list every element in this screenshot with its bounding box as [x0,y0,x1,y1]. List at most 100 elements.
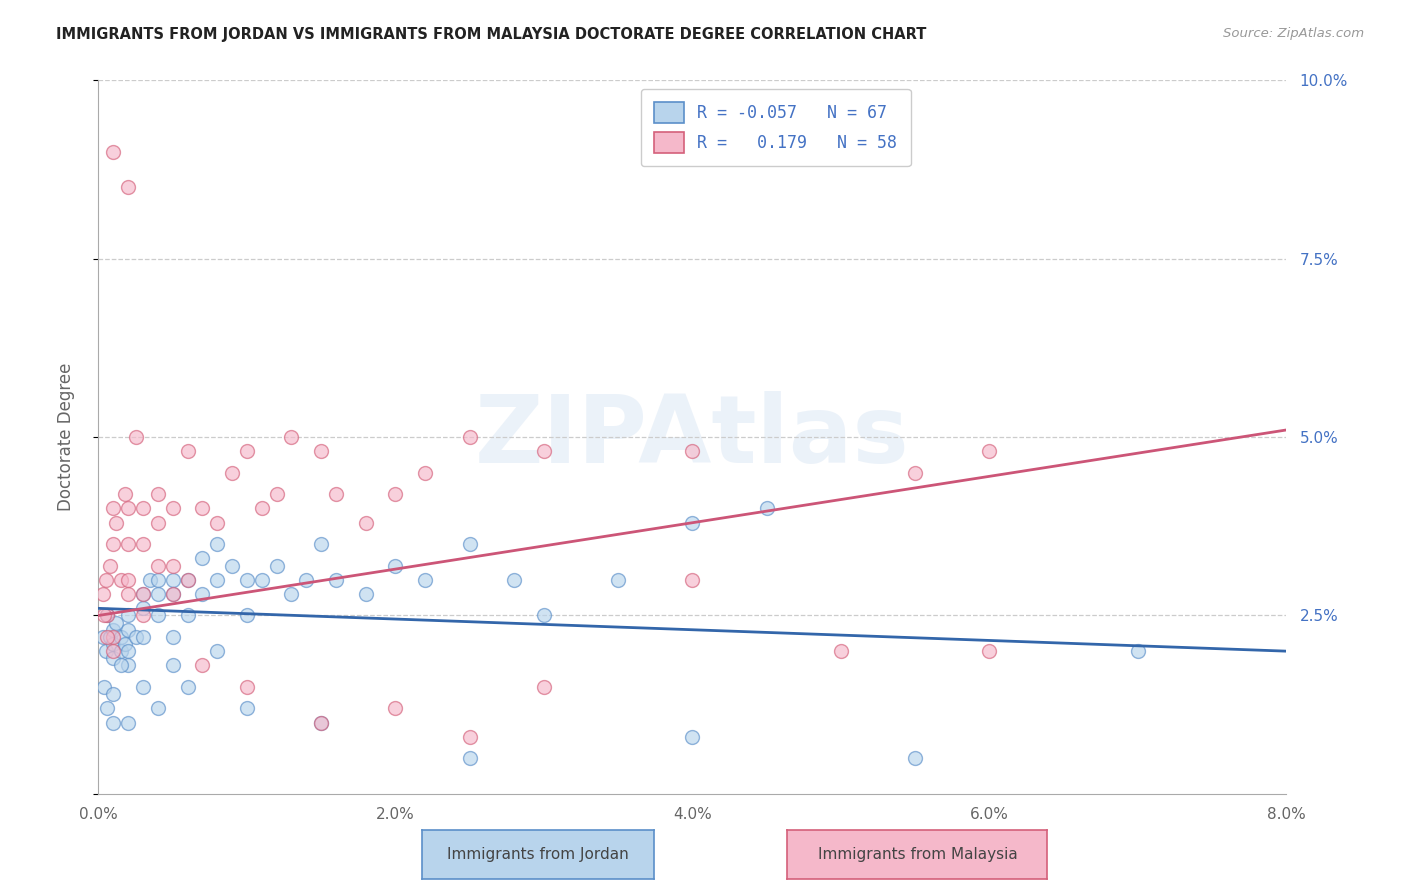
Point [114,637,136,651]
Point [91,587,114,601]
Point [458,430,481,444]
Point [146,487,169,501]
Point [103,637,125,651]
Point [162,630,184,644]
Legend: R = -0.057   N = 67, R =   0.179   N = 58: R = -0.057 N = 67, R = 0.179 N = 58 [641,88,911,167]
Point [139,573,162,587]
Point [607,573,630,587]
Point [117,573,139,587]
Point [91,630,114,644]
Point [384,558,406,573]
Point [117,608,139,623]
Point [96,630,118,644]
Point [682,516,704,530]
Point [207,516,229,530]
Point [979,444,1001,458]
Point [384,701,406,715]
Point [162,587,184,601]
Point [94,644,117,658]
Text: IMMIGRANTS FROM JORDAN VS IMMIGRANTS FROM MALAYSIA DOCTORATE DEGREE CORRELATION : IMMIGRANTS FROM JORDAN VS IMMIGRANTS FRO… [56,27,927,42]
Point [162,587,184,601]
Point [162,658,184,673]
Point [103,537,125,551]
Point [98,630,121,644]
Point [295,573,318,587]
Point [146,558,169,573]
Point [176,680,198,694]
Point [207,537,229,551]
Point [124,430,146,444]
Point [110,573,132,587]
Point [117,715,139,730]
Point [979,644,1001,658]
Point [96,701,118,715]
Point [207,573,229,587]
Point [458,730,481,744]
Point [325,487,347,501]
Point [904,466,927,480]
Point [132,680,155,694]
Point [117,658,139,673]
Point [266,558,288,573]
Point [132,608,155,623]
Point [117,501,139,516]
Point [114,487,136,501]
Point [191,658,214,673]
Point [162,558,184,573]
Text: ZIPAtlas: ZIPAtlas [475,391,910,483]
Point [117,587,139,601]
Point [682,730,704,744]
Point [904,751,927,765]
Point [309,715,332,730]
Point [354,587,377,601]
Point [755,501,778,516]
Point [266,487,288,501]
Point [93,680,115,694]
Point [176,444,198,458]
Point [146,516,169,530]
Text: Immigrants from Jordan: Immigrants from Jordan [447,847,628,862]
Text: Source: ZipAtlas.com: Source: ZipAtlas.com [1223,27,1364,40]
Point [103,644,125,658]
Point [682,573,704,587]
Point [236,444,259,458]
Point [146,587,169,601]
Point [176,573,198,587]
Text: Immigrants from Malaysia: Immigrants from Malaysia [817,847,1018,862]
Point [830,644,852,658]
Point [110,658,132,673]
Point [103,501,125,516]
Point [280,430,302,444]
Point [325,573,347,587]
Point [132,501,155,516]
Point [221,558,243,573]
Point [458,537,481,551]
Point [1126,644,1149,658]
Point [132,537,155,551]
Point [162,573,184,587]
Point [280,587,302,601]
Point [110,644,132,658]
Point [105,615,128,630]
Point [413,466,436,480]
Point [221,466,243,480]
Y-axis label: Doctorate Degree: Doctorate Degree [56,363,75,511]
Point [105,516,128,530]
Point [94,573,117,587]
Point [132,630,155,644]
Point [682,444,704,458]
Point [236,701,259,715]
Point [124,630,146,644]
Point [117,180,139,194]
Point [354,516,377,530]
Point [103,630,125,644]
Point [96,608,118,623]
Point [96,608,118,623]
Point [191,587,214,601]
Point [384,487,406,501]
Point [176,608,198,623]
Point [103,687,125,701]
Point [236,680,259,694]
Point [162,501,184,516]
Point [176,573,198,587]
